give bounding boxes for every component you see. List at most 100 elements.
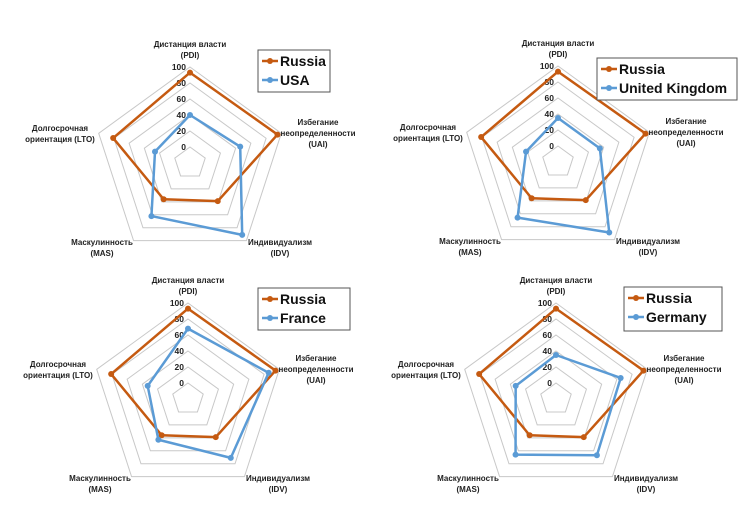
axis-label: ориентация (LTO) <box>25 135 95 144</box>
tick-label: 100 <box>538 298 552 308</box>
axis-label: ориентация (LTO) <box>393 134 463 143</box>
legend-swatch-marker <box>267 296 273 302</box>
legend-swatch-marker <box>267 77 273 83</box>
axis-label: Дистанция власти <box>152 276 225 285</box>
axis-label: (MAS) <box>88 485 111 494</box>
axis-label: (UAI) <box>676 139 695 148</box>
axis-label: (MAS) <box>456 485 479 494</box>
axis-label: Избегание <box>664 354 705 363</box>
series-line-france <box>146 327 270 460</box>
axis-label: Дистанция власти <box>522 39 595 48</box>
data-point <box>108 371 115 378</box>
axis-label: (IDV) <box>639 248 658 257</box>
grid-ring <box>526 129 590 189</box>
axis-label: (UAI) <box>306 376 325 385</box>
axis-label: Индивидуализм <box>614 474 678 483</box>
data-point <box>212 434 219 441</box>
data-point <box>185 325 191 332</box>
axis-label: ориентация (LTO) <box>23 371 93 380</box>
data-point <box>265 369 272 376</box>
data-point <box>640 367 647 374</box>
tick-label: 100 <box>540 61 554 71</box>
tick-label: 80 <box>543 314 553 324</box>
grid-ring <box>542 145 574 176</box>
radar-chart-1: 0 20 40 60 80 100 Дистанция власти (PDI) Избеган… <box>25 40 355 258</box>
axis-label: Долгосрочная <box>32 124 89 133</box>
legend-swatch-marker <box>267 315 273 321</box>
series-line-russia <box>479 70 647 202</box>
data-point <box>523 148 530 155</box>
axis-label: Индивидуализм <box>248 238 312 247</box>
data-point <box>187 112 193 118</box>
axis-label: Индивидуализм <box>616 237 680 246</box>
legend-swatch-marker <box>606 85 612 91</box>
axis-label: ориентация (LTO) <box>391 371 461 380</box>
series-line-usa <box>150 113 244 237</box>
tick-label: 60 <box>175 330 185 340</box>
grid-ring <box>540 382 572 413</box>
tick-label: 80 <box>175 314 185 324</box>
grid-ring <box>524 366 588 426</box>
data-point <box>617 374 624 381</box>
grid-ring <box>156 366 220 426</box>
axis-label: Маскулинность <box>439 237 501 246</box>
data-point <box>239 231 246 238</box>
radar-chart-3: 0 20 40 60 80 100 Дистанция власти (PDI) Избеган… <box>23 276 353 494</box>
tick-label: 40 <box>545 109 555 119</box>
radar-chart-4: 0 20 40 60 80 100 Дистанция власти (PDI) Избеган… <box>391 276 723 494</box>
legend-label: France <box>280 310 326 326</box>
series-line-russia <box>477 307 645 439</box>
data-point <box>227 454 234 461</box>
axis-label: неопределенности <box>280 129 355 138</box>
data-point <box>214 198 221 205</box>
data-point <box>606 229 613 236</box>
legend: Russia France <box>257 287 351 331</box>
grid-ring <box>111 318 265 465</box>
data-point <box>237 143 244 150</box>
grid-ring <box>509 350 603 439</box>
axis-label: Избегание <box>666 117 707 126</box>
series-line-russia <box>109 307 277 439</box>
tick-label: 0 <box>547 378 552 388</box>
data-point <box>553 305 559 312</box>
tick-label: 20 <box>175 362 185 372</box>
data-point <box>582 197 589 204</box>
axis-label: Маскулинность <box>437 474 499 483</box>
axis-label: неопределенности <box>648 128 723 137</box>
axis-label: (PDI) <box>549 50 568 59</box>
tick-label: 40 <box>177 110 187 120</box>
tick-label: 20 <box>543 362 553 372</box>
axis-label: (PDI) <box>547 287 566 296</box>
grid-ring <box>174 146 206 177</box>
tick-label: 40 <box>543 346 553 356</box>
legend-swatch-marker <box>633 314 639 320</box>
data-point <box>155 436 162 443</box>
data-point <box>144 382 151 389</box>
legend-swatch-marker <box>633 295 639 301</box>
tick-label: 60 <box>177 94 187 104</box>
grid-ring <box>96 302 280 478</box>
axis-label: Долгосрочная <box>400 123 457 132</box>
data-point <box>593 452 600 459</box>
grid-ring <box>113 82 267 229</box>
data-point <box>555 68 561 75</box>
data-point <box>642 130 649 137</box>
tick-label: 60 <box>545 93 555 103</box>
axis-label: Дистанция власти <box>520 276 593 285</box>
legend: Russia USA <box>257 49 331 93</box>
axis-label: Дистанция власти <box>154 40 227 49</box>
data-point <box>514 214 521 221</box>
data-point <box>152 148 159 155</box>
axis-label: Долгосрочная <box>398 360 455 369</box>
axis-label: (PDI) <box>181 51 200 60</box>
grid-ring <box>172 382 204 413</box>
tick-label: 100 <box>172 62 186 72</box>
data-point <box>553 352 559 358</box>
axis-label: (UAI) <box>308 140 327 149</box>
tick-label: 100 <box>170 298 184 308</box>
tick-label: 80 <box>545 77 555 87</box>
axis-label: Маскулинность <box>71 238 133 247</box>
data-point <box>185 305 191 312</box>
legend-label: Russia <box>280 291 326 307</box>
